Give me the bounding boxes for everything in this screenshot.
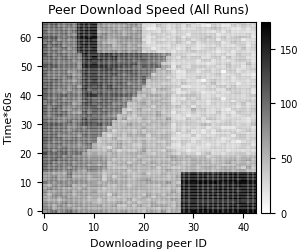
X-axis label: Downloading peer ID: Downloading peer ID [90, 238, 207, 248]
Title: Peer Download Speed (All Runs): Peer Download Speed (All Runs) [48, 4, 249, 17]
Y-axis label: Time*60s: Time*60s [4, 91, 14, 144]
